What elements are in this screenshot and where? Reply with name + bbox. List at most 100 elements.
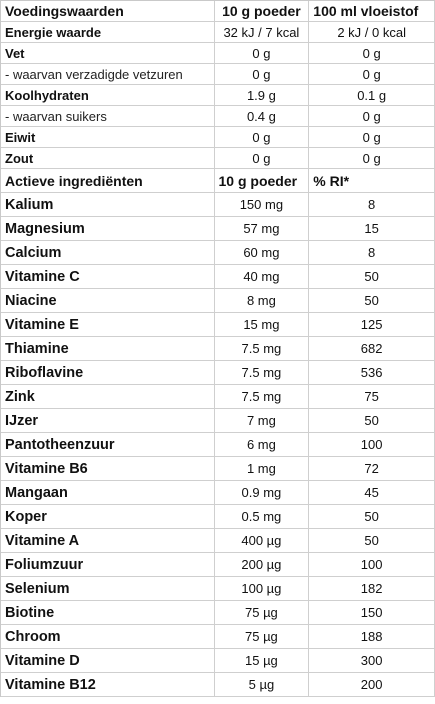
ingredient-label: Calcium bbox=[1, 241, 215, 264]
ingredient-ri: 182 bbox=[309, 577, 435, 600]
ingredient-row: Kalium 150 mg 8 bbox=[1, 193, 435, 217]
ingredient-ri: 100 bbox=[309, 433, 435, 456]
ingredient-label: Zink bbox=[1, 385, 215, 408]
ingredient-amount: 75 µg bbox=[215, 625, 310, 648]
ingredient-amount: 150 mg bbox=[215, 193, 310, 216]
ingredient-rows: Kalium 150 mg 8 Magnesium 57 mg 15 Calcium 60 m… bbox=[1, 193, 435, 697]
ingredient-label: Biotine bbox=[1, 601, 215, 624]
ingredient-ri: 72 bbox=[309, 457, 435, 480]
nutrition-value-powder: 0 g bbox=[215, 127, 310, 147]
ingredient-row: Foliumzuur 200 µg 100 bbox=[1, 553, 435, 577]
ingredient-row: Biotine 75 µg 150 bbox=[1, 601, 435, 625]
ingredient-amount: 0.9 mg bbox=[215, 481, 310, 504]
ingredients-header-powder: 10 g poeder bbox=[215, 169, 310, 192]
ingredient-amount: 5 µg bbox=[215, 673, 310, 696]
ingredient-amount: 0.5 mg bbox=[215, 505, 310, 528]
nutrition-value-liquid: 0 g bbox=[309, 64, 435, 84]
ingredient-ri: 8 bbox=[309, 193, 435, 216]
nutrition-rows: Energie waarde 32 kJ / 7 kcal 2 kJ / 0 kca… bbox=[1, 22, 435, 169]
ingredient-ri: 8 bbox=[309, 241, 435, 264]
ingredient-row: Niacine 8 mg 50 bbox=[1, 289, 435, 313]
ingredient-amount: 400 µg bbox=[215, 529, 310, 552]
ingredient-row: Vitamine A 400 µg 50 bbox=[1, 529, 435, 553]
header-col-powder: 10 g poeder bbox=[215, 1, 310, 21]
nutrition-label: Eiwit bbox=[1, 127, 215, 147]
ingredient-ri: 200 bbox=[309, 673, 435, 696]
ingredient-row: Mangaan 0.9 mg 45 bbox=[1, 481, 435, 505]
ingredient-row: Koper 0.5 mg 50 bbox=[1, 505, 435, 529]
ingredient-ri: 682 bbox=[309, 337, 435, 360]
ingredient-label: Vitamine C bbox=[1, 265, 215, 288]
ingredient-row: Vitamine B12 5 µg 200 bbox=[1, 673, 435, 697]
ingredient-amount: 7.5 mg bbox=[215, 385, 310, 408]
ingredient-ri: 75 bbox=[309, 385, 435, 408]
nutrition-value-powder: 0 g bbox=[215, 43, 310, 63]
nutrition-value-powder: 0.4 g bbox=[215, 106, 310, 126]
ingredient-label: IJzer bbox=[1, 409, 215, 432]
ingredient-ri: 50 bbox=[309, 529, 435, 552]
ingredient-amount: 8 mg bbox=[215, 289, 310, 312]
ingredient-amount: 57 mg bbox=[215, 217, 310, 240]
ingredient-ri: 536 bbox=[309, 361, 435, 384]
nutrition-row: Koolhydraten 1.9 g 0.1 g bbox=[1, 85, 435, 106]
ingredient-label: Riboflavine bbox=[1, 361, 215, 384]
ingredient-amount: 7.5 mg bbox=[215, 337, 310, 360]
ingredient-amount: 7 mg bbox=[215, 409, 310, 432]
ingredient-row: Vitamine E 15 mg 125 bbox=[1, 313, 435, 337]
ingredient-row: Magnesium 57 mg 15 bbox=[1, 217, 435, 241]
ingredient-label: Kalium bbox=[1, 193, 215, 216]
ingredient-label: Pantotheenzuur bbox=[1, 433, 215, 456]
nutrition-value-powder: 0 g bbox=[215, 64, 310, 84]
ingredient-row: Chroom 75 µg 188 bbox=[1, 625, 435, 649]
ingredient-row: Vitamine B6 1 mg 72 bbox=[1, 457, 435, 481]
ingredient-label: Thiamine bbox=[1, 337, 215, 360]
ingredient-label: Selenium bbox=[1, 577, 215, 600]
ingredient-label: Vitamine A bbox=[1, 529, 215, 552]
nutrition-label: Koolhydraten bbox=[1, 85, 215, 105]
nutrition-label: Zout bbox=[1, 148, 215, 168]
ingredient-amount: 7.5 mg bbox=[215, 361, 310, 384]
ingredient-amount: 15 µg bbox=[215, 649, 310, 672]
ingredient-label: Vitamine B6 bbox=[1, 457, 215, 480]
ingredient-amount: 60 mg bbox=[215, 241, 310, 264]
ingredients-header-ri: % RI* bbox=[309, 169, 435, 192]
nutrition-label: - waarvan verzadigde vetzuren bbox=[1, 64, 215, 84]
ingredient-row: Pantotheenzuur 6 mg 100 bbox=[1, 433, 435, 457]
ingredient-amount: 200 µg bbox=[215, 553, 310, 576]
nutrition-value-liquid: 0 g bbox=[309, 106, 435, 126]
ingredient-ri: 50 bbox=[309, 505, 435, 528]
ingredient-amount: 6 mg bbox=[215, 433, 310, 456]
header-col-label: Voedingswaarden bbox=[1, 1, 215, 21]
ingredient-amount: 1 mg bbox=[215, 457, 310, 480]
ingredient-ri: 100 bbox=[309, 553, 435, 576]
ingredient-label: Koper bbox=[1, 505, 215, 528]
ingredient-ri: 188 bbox=[309, 625, 435, 648]
nutrition-value-liquid: 0 g bbox=[309, 43, 435, 63]
ingredient-row: Zink 7.5 mg 75 bbox=[1, 385, 435, 409]
ingredient-label: Chroom bbox=[1, 625, 215, 648]
ingredient-label: Foliumzuur bbox=[1, 553, 215, 576]
ingredient-row: Selenium 100 µg 182 bbox=[1, 577, 435, 601]
nutrition-header-row: Voedingswaarden 10 g poeder 100 ml vloei… bbox=[1, 1, 435, 22]
nutrition-label: - waarvan suikers bbox=[1, 106, 215, 126]
nutrition-value-liquid: 0.1 g bbox=[309, 85, 435, 105]
nutrition-value-powder: 32 kJ / 7 kcal bbox=[215, 22, 310, 42]
ingredient-label: Niacine bbox=[1, 289, 215, 312]
ingredient-ri: 125 bbox=[309, 313, 435, 336]
nutrition-value-powder: 0 g bbox=[215, 148, 310, 168]
ingredient-row: Vitamine D 15 µg 300 bbox=[1, 649, 435, 673]
ingredient-amount: 15 mg bbox=[215, 313, 310, 336]
nutrition-row: Energie waarde 32 kJ / 7 kcal 2 kJ / 0 kca… bbox=[1, 22, 435, 43]
ingredients-header-label: Actieve ingrediënten bbox=[1, 169, 215, 192]
ingredient-amount: 75 µg bbox=[215, 601, 310, 624]
ingredient-label: Mangaan bbox=[1, 481, 215, 504]
ingredient-ri: 150 bbox=[309, 601, 435, 624]
ingredient-label: Vitamine B12 bbox=[1, 673, 215, 696]
ingredient-ri: 45 bbox=[309, 481, 435, 504]
ingredient-row: Calcium 60 mg 8 bbox=[1, 241, 435, 265]
